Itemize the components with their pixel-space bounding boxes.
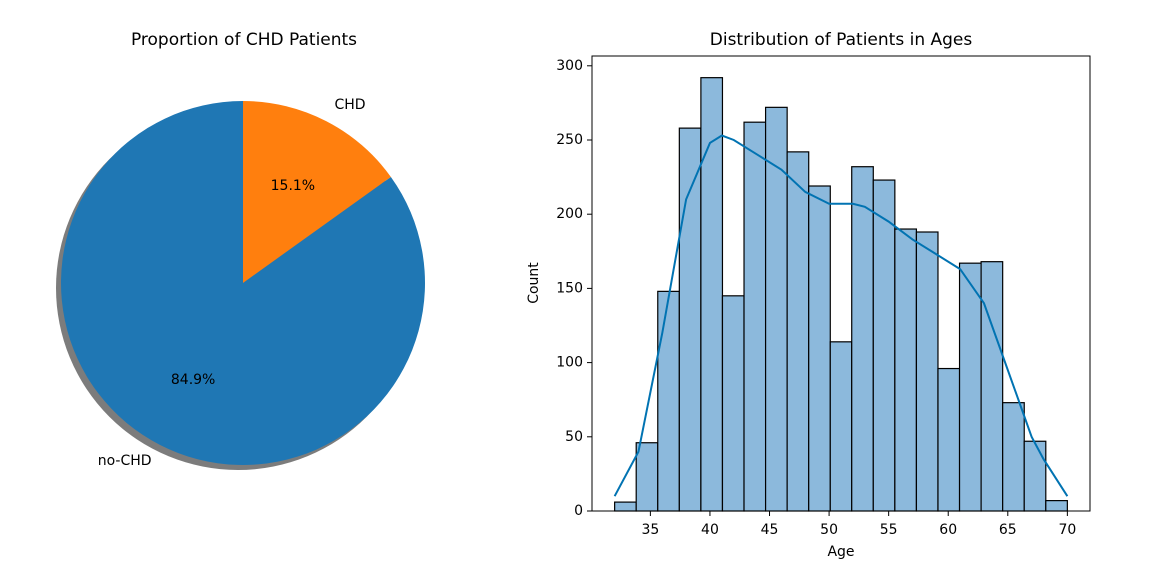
hist-bar (872, 179, 896, 512)
hist-bar (743, 121, 767, 512)
y-axis-label: Count (526, 262, 542, 304)
x-tick-label: 65 (999, 522, 1017, 538)
hist-bar (915, 231, 939, 512)
pie-title: Proportion of CHD Patients (131, 30, 357, 50)
y-tick-label: 200 (556, 206, 583, 222)
hist-bar (721, 295, 745, 512)
hist-bar (614, 501, 637, 512)
hist-bar (786, 151, 810, 512)
hist-bar (1045, 500, 1068, 512)
slice-pct: 84.9% (171, 372, 215, 388)
slice-pct: 15.1% (271, 178, 315, 194)
y-tick-label: 100 (556, 355, 583, 371)
x-tick-label: 55 (880, 522, 898, 538)
hist-bar (980, 261, 1004, 512)
axes-frame (591, 55, 1091, 512)
x-tick-label: 35 (641, 522, 659, 538)
y-tick-label: 250 (556, 132, 583, 148)
hist-bar (808, 185, 831, 512)
hist-bar (958, 262, 982, 512)
y-tick-label: 150 (556, 280, 583, 296)
slice-label: no-CHD (98, 453, 152, 469)
y-tick-label: 300 (556, 58, 583, 74)
hist-bar (764, 106, 788, 512)
hist-bar (1023, 440, 1047, 512)
pie-slice (61, 101, 426, 465)
x-tick-label: 50 (820, 522, 838, 538)
y-tick-label: 0 (574, 503, 583, 519)
x-tick-label: 40 (701, 522, 719, 538)
hist-bar (1002, 402, 1025, 512)
pie-slice (243, 101, 391, 283)
hist-bar (678, 127, 702, 512)
hist-bar (851, 166, 874, 512)
slice-label: CHD (334, 97, 365, 113)
hist-bar (635, 442, 659, 512)
x-tick-label: 60 (939, 522, 957, 538)
hist-bar (657, 290, 680, 512)
hist-bar (829, 341, 853, 512)
x-tick-label: 70 (1058, 522, 1076, 538)
x-axis-label: Age (827, 544, 854, 560)
hist-title: Distribution of Patients in Ages (710, 30, 973, 50)
x-tick-label: 45 (761, 522, 779, 538)
y-tick-label: 50 (565, 429, 583, 445)
hist-bar (937, 367, 961, 512)
kde-line (613, 134, 1069, 497)
hist-bar (894, 228, 918, 512)
